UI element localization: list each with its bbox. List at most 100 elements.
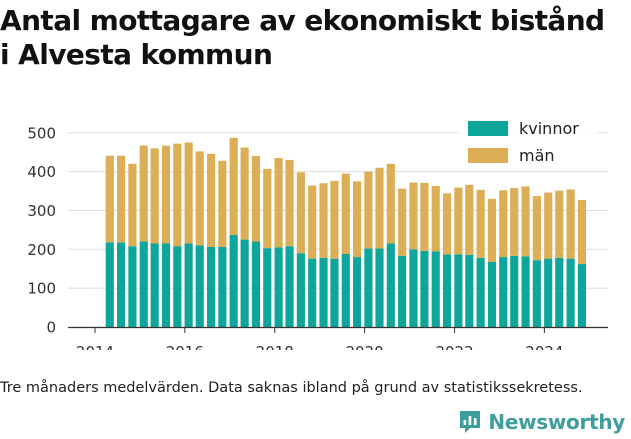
bar-man: [184, 142, 193, 244]
bar-kvinnor: [364, 248, 373, 327]
x-tick-label: 2016: [166, 343, 204, 350]
bar-kvinnor: [487, 261, 497, 327]
bar-kvinnor: [330, 258, 339, 327]
bar-kvinnor: [184, 243, 193, 327]
bar-man: [229, 137, 238, 235]
bar-kvinnor: [218, 246, 227, 327]
bar-kvinnor: [442, 254, 452, 327]
chart-title-line-1: Antal mottagare av ekonomiskt bistånd: [0, 4, 605, 37]
bar-man: [341, 173, 350, 254]
bar-kvinnor: [555, 257, 564, 327]
bar-kvinnor: [206, 246, 216, 327]
legend-swatch: [468, 148, 508, 163]
bar-man: [296, 172, 305, 254]
bar-kvinnor: [353, 257, 362, 327]
bar-kvinnor: [285, 246, 294, 327]
bar-man: [544, 192, 553, 259]
bar-man: [532, 196, 541, 261]
bar-kvinnor: [341, 253, 350, 327]
bar-kvinnor: [139, 241, 148, 327]
bar-man: [431, 185, 440, 252]
bar-man: [330, 180, 339, 259]
bar-man: [161, 145, 171, 244]
bar-kvinnor: [319, 257, 328, 327]
bar-kvinnor: [296, 253, 305, 327]
bar-man: [319, 183, 328, 258]
bar-kvinnor: [420, 250, 429, 327]
bar-man: [521, 186, 530, 257]
bar-kvinnor: [128, 246, 137, 327]
bar-man: [128, 163, 137, 247]
bar-kvinnor: [105, 242, 114, 327]
bar-man: [353, 181, 362, 258]
bar-kvinnor: [465, 254, 474, 327]
bar-kvinnor: [577, 264, 586, 327]
bar-man: [487, 198, 497, 262]
chart-title-line-2: i Alvesta kommun: [0, 38, 273, 71]
x-tick-label: 2018: [256, 343, 294, 350]
bar-man: [206, 153, 216, 247]
bar-man: [476, 189, 485, 258]
bar-kvinnor: [386, 243, 395, 327]
bar-kvinnor: [308, 258, 317, 327]
bar-man: [577, 199, 586, 265]
bar-man: [263, 168, 272, 249]
bar-kvinnor: [499, 257, 508, 327]
chart-title: Antal mottagare av ekonomiskt bistånd i …: [0, 4, 631, 72]
bar-man: [386, 163, 395, 244]
bar-man: [364, 171, 373, 249]
bar-man: [105, 155, 114, 243]
bar-man: [218, 160, 227, 247]
bar-kvinnor: [454, 254, 463, 327]
bar-man: [173, 143, 182, 247]
bar-man: [510, 187, 519, 256]
bar-kvinnor: [229, 234, 238, 327]
bar-kvinnor: [566, 258, 575, 327]
bar-kvinnor: [510, 255, 519, 327]
bar-man: [195, 151, 204, 246]
bar-man: [555, 190, 564, 258]
bar-kvinnor: [240, 239, 249, 327]
bar-man: [442, 193, 452, 255]
bar-man: [375, 167, 384, 249]
bar-man: [566, 189, 575, 259]
brand-name: Newsworthy: [488, 410, 625, 434]
y-tick-label: 100: [27, 280, 56, 298]
bar-kvinnor: [195, 245, 204, 327]
x-tick-label: 2022: [435, 343, 473, 350]
bar-man: [409, 182, 418, 250]
bar-kvinnor: [150, 243, 159, 327]
bar-kvinnor: [532, 260, 541, 327]
bar-kvinnor: [274, 247, 283, 327]
bar-kvinnor: [476, 257, 485, 327]
bar-kvinnor: [521, 256, 530, 327]
bar-kvinnor: [375, 248, 384, 327]
bar-man: [240, 147, 249, 240]
bar-man: [398, 188, 407, 256]
footnote: Tre månaders medelvärden. Data saknas ib…: [0, 380, 583, 396]
x-tick-label: 2024: [525, 343, 563, 350]
bar-man: [420, 182, 429, 251]
y-tick-label: 300: [27, 202, 56, 220]
bar-man: [274, 158, 283, 248]
legend-label: män: [519, 146, 555, 165]
x-tick-label: 2020: [346, 343, 384, 350]
bar-man: [308, 185, 317, 259]
bar-chart: 0 100 200 300 400 500 2014 2016 2018 2020 2022 2024…: [27, 114, 608, 350]
bar-man: [465, 184, 474, 255]
bar-man: [150, 148, 159, 244]
newsworthy-logo-icon: [460, 411, 481, 433]
bar-kvinnor: [263, 248, 272, 327]
bar-kvinnor: [398, 255, 407, 327]
legend-swatch: [468, 121, 508, 136]
bar-man: [454, 187, 463, 255]
y-tick-label: 400: [27, 163, 56, 181]
legend-label: kvinnor: [519, 119, 579, 138]
bar-kvinnor: [173, 246, 182, 327]
x-tick-label: 2014: [76, 343, 114, 350]
bar-man: [139, 145, 148, 242]
bar-kvinnor: [161, 243, 171, 327]
legend: kvinnor män: [458, 114, 598, 170]
bar-kvinnor: [251, 241, 261, 327]
bar-kvinnor: [117, 242, 126, 327]
